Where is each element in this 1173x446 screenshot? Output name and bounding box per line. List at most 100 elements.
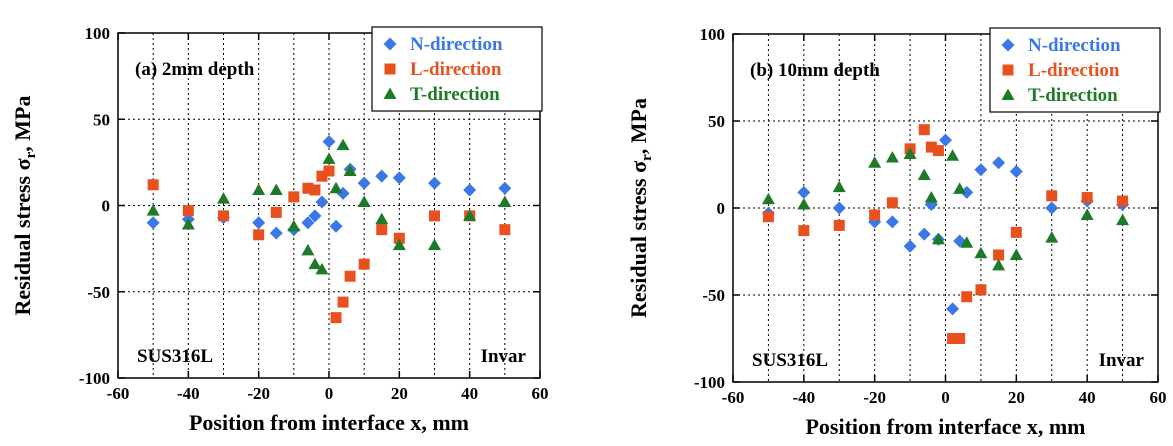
y-tick-label: -50 — [702, 286, 725, 305]
data-point — [1045, 201, 1059, 215]
data-point — [1080, 208, 1094, 220]
y-tick-label: -100 — [694, 373, 725, 392]
data-point — [946, 302, 960, 316]
data-point — [253, 229, 265, 241]
data-point — [252, 183, 266, 195]
data-point — [1116, 213, 1130, 226]
data-point — [1046, 190, 1058, 202]
data-point — [925, 141, 937, 153]
y-tick-label: 100 — [700, 25, 726, 44]
legend-entry: L-direction — [1028, 60, 1120, 81]
legend-entry: N-direction — [410, 34, 503, 55]
data-point — [833, 219, 845, 231]
data-point — [336, 138, 350, 151]
data-point — [146, 216, 160, 230]
data-point — [316, 170, 328, 182]
y-tick-label: -50 — [87, 283, 110, 302]
legend-marker — [1001, 38, 1015, 52]
x-axis-label: Position from interface x, mm — [189, 410, 469, 435]
data-point — [918, 124, 930, 136]
x-tick-label: 20 — [1008, 388, 1025, 407]
legend-marker — [1002, 64, 1014, 76]
data-point — [762, 211, 774, 223]
data-point — [1009, 248, 1023, 260]
data-point — [181, 217, 195, 230]
data-point — [375, 169, 389, 183]
data-point — [761, 192, 775, 205]
data-point — [993, 249, 1005, 261]
y-tick-label: 0 — [102, 197, 111, 216]
x-axis-label: Position from interface x, mm — [805, 414, 1085, 439]
data-point — [917, 168, 931, 180]
data-point — [392, 171, 406, 185]
x-tick-label: 40 — [461, 384, 478, 403]
annotation-invar: Invar — [1099, 350, 1145, 371]
x-tick-label: 0 — [325, 384, 334, 403]
data-point — [343, 164, 357, 176]
data-point — [429, 210, 440, 222]
data-point — [146, 204, 160, 216]
y-tick-label: 50 — [93, 110, 110, 129]
data-point — [939, 133, 952, 147]
data-point — [252, 216, 266, 230]
x-tick-label: 0 — [941, 388, 950, 407]
data-point — [499, 224, 511, 236]
legend-box — [371, 26, 543, 112]
data-point — [309, 184, 321, 196]
data-point — [1010, 226, 1022, 238]
data-point — [832, 201, 846, 215]
series-n-direction — [761, 133, 1130, 316]
y-tick-label: -100 — [79, 369, 110, 388]
data-point — [428, 176, 441, 190]
data-point — [329, 181, 343, 194]
y-axis-label: Residual stress σr, MPa — [626, 98, 655, 318]
data-point — [992, 258, 1006, 271]
data-point — [322, 135, 336, 149]
series-l-direction — [147, 165, 511, 324]
data-point — [337, 296, 349, 308]
data-point — [868, 156, 882, 168]
data-point — [917, 227, 931, 241]
legend-marker — [1001, 88, 1015, 100]
data-point — [270, 206, 282, 218]
legend-entry: N-direction — [1028, 35, 1121, 56]
data-point — [308, 257, 322, 270]
data-point — [392, 238, 406, 251]
data-point — [315, 195, 329, 209]
data-point — [428, 238, 441, 251]
data-point — [376, 224, 388, 236]
data-point — [947, 333, 959, 344]
data-point — [308, 209, 322, 223]
data-point — [301, 216, 315, 230]
data-point — [315, 262, 329, 275]
legend-box — [989, 27, 1161, 113]
data-point — [797, 198, 811, 210]
y-axis-label: Residual stress σr, MPa — [10, 96, 39, 316]
y-tick-label: 0 — [717, 199, 726, 218]
data-point — [217, 192, 230, 204]
x-tick-label: -60 — [107, 384, 130, 403]
data-point — [1009, 164, 1023, 178]
data-point — [147, 179, 159, 191]
series-t-direction — [761, 147, 1130, 271]
data-point — [288, 191, 300, 203]
data-point — [946, 149, 960, 161]
data-point — [329, 219, 343, 233]
data-point — [932, 145, 944, 157]
data-point — [975, 284, 987, 296]
data-point — [322, 152, 336, 164]
x-tick-label: 60 — [1150, 388, 1167, 407]
data-point — [953, 182, 967, 194]
data-point — [974, 163, 988, 177]
data-point — [498, 195, 512, 208]
data-point — [302, 182, 314, 194]
data-point — [960, 236, 974, 248]
data-point — [269, 183, 283, 195]
legend-marker — [383, 37, 397, 51]
panel-title: (a) 2mm depth — [135, 59, 255, 80]
data-point — [1081, 192, 1093, 204]
series-t-direction — [146, 138, 512, 275]
data-point — [869, 209, 881, 221]
legend-entry: T-direction — [1028, 85, 1118, 106]
